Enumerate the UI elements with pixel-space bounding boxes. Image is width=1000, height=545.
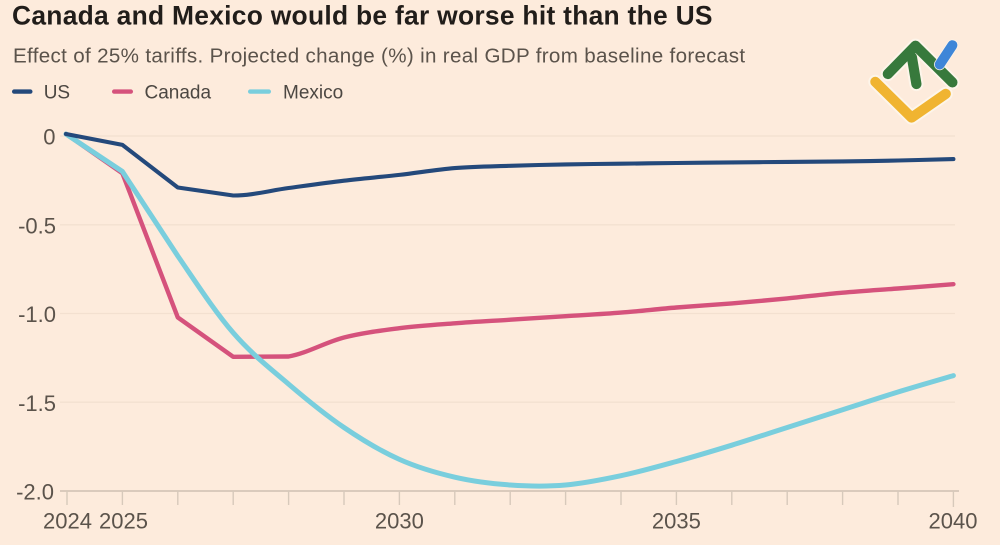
svg-text:Mexico: Mexico [283,83,343,104]
svg-text:2030: 2030 [375,509,424,534]
svg-text:Canada and Mexico would be far: Canada and Mexico would be far worse hit… [12,1,713,31]
svg-text:Effect of 25% tariffs. Project: Effect of 25% tariffs. Projected change … [13,45,745,68]
svg-text:-0.5: -0.5 [18,214,56,239]
svg-text:2025: 2025 [99,509,148,534]
svg-text:US: US [44,83,70,104]
svg-text:-2.0: -2.0 [16,480,54,505]
svg-text:-1.5: -1.5 [18,391,56,416]
svg-text:-1.0: -1.0 [18,302,56,327]
svg-text:2040: 2040 [929,509,978,534]
svg-text:Canada: Canada [145,83,212,104]
svg-text:2035: 2035 [652,509,701,534]
svg-text:2024: 2024 [43,509,92,534]
svg-text:0: 0 [43,125,55,150]
